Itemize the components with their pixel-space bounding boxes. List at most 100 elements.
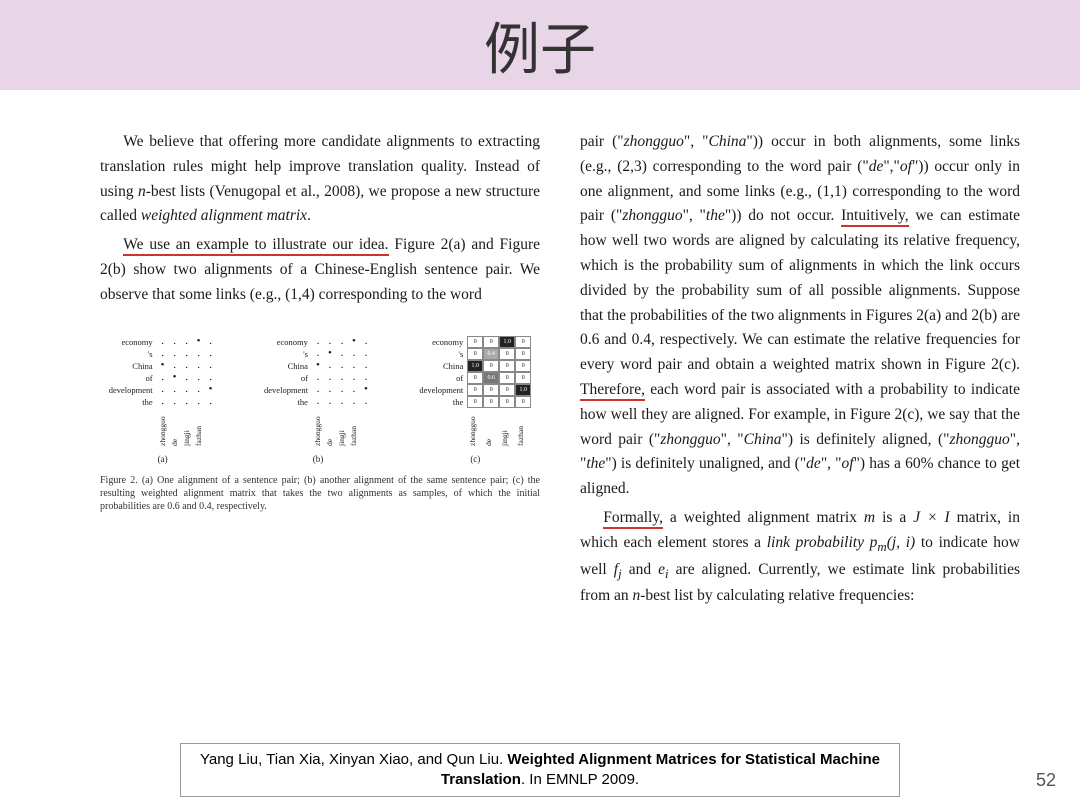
matrix-cell: 0 [467, 336, 483, 348]
matrix-cell: . [336, 396, 348, 408]
col-label: de [324, 408, 336, 446]
matrix-cell: 0 [483, 336, 499, 348]
right-paragraph-1: pair ("zhongguo", "China")) occur in bot… [580, 130, 1020, 502]
col-label: zhongguo [157, 408, 169, 446]
matrix-cell: 0 [515, 336, 531, 348]
text-italic: n [138, 183, 146, 200]
matrix-cell: 0 [483, 396, 499, 408]
row-label: 's [264, 348, 308, 360]
text: a weighted alignment matrix [663, 509, 864, 526]
col-label: jingji [499, 408, 515, 446]
matrix-cell: . [157, 384, 169, 396]
matrix-cell: . [205, 372, 217, 384]
matrix-cell: . [181, 348, 193, 360]
matrix-cell: . [324, 372, 336, 384]
page-number: 52 [1036, 770, 1056, 791]
figure-matrices: economy'sChinaofdevelopmentthe ...•.....… [100, 336, 540, 466]
text-italic: of [900, 158, 912, 175]
matrix-cell: . [169, 360, 181, 372]
matrix-cell: . [360, 396, 372, 408]
matrix-cell: . [324, 336, 336, 348]
text: ", " [684, 133, 709, 150]
text: -best list by calculating relative frequ… [640, 587, 914, 604]
row-label: the [264, 396, 308, 408]
matrix-cell: . [157, 372, 169, 384]
left-paragraph-2: We use an example to illustrate our idea… [100, 233, 540, 307]
matrix-cell: . [169, 348, 181, 360]
matrix-cell: 0.6 [483, 372, 499, 384]
matrix-cell: . [169, 396, 181, 408]
left-paragraph-1: We believe that offering more candidate … [100, 130, 540, 229]
text: . [307, 207, 311, 224]
citation-authors: Yang Liu, Tian Xia, Xinyan Xiao, and Qun… [200, 751, 507, 768]
matrix-cell: . [348, 396, 360, 408]
matrix-cell: . [360, 372, 372, 384]
row-label: of [264, 372, 308, 384]
text-italic: J × I [913, 509, 949, 526]
matrix-cell: . [181, 372, 193, 384]
matrix-cell: 0 [467, 384, 483, 396]
row-label: economy [419, 336, 463, 348]
matrix-cell: . [169, 384, 181, 396]
matrix-cell: 0 [467, 372, 483, 384]
row-label: development [419, 384, 463, 396]
text-sub: m [877, 539, 886, 554]
text: we can estimate how well two words are a… [580, 207, 1020, 373]
col-label: de [483, 408, 499, 446]
col-label: zhongguo [467, 408, 483, 446]
row-label: of [419, 372, 463, 384]
sublabel-a: (a) [158, 452, 168, 466]
matrix-cell: . [324, 360, 336, 372]
matrix-a: economy'sChinaofdevelopmentthe ...•.....… [109, 336, 217, 466]
col-label: fazhan [515, 408, 531, 446]
matrix-cell: . [193, 384, 205, 396]
text-italic: zhongguo [950, 431, 1010, 448]
text: and [622, 561, 658, 578]
matrix-cell: . [348, 360, 360, 372]
text-italic: China [744, 431, 782, 448]
matrix-cell: . [348, 348, 360, 360]
matrix-cell: . [205, 396, 217, 408]
matrix-cell: • [324, 348, 336, 360]
figure-2: economy'sChinaofdevelopmentthe ...•.....… [100, 336, 540, 513]
underlined-phrase: We use an example to illustrate our idea… [123, 236, 388, 256]
text-italic: zhongguo [660, 431, 720, 448]
text: "," [883, 158, 900, 175]
matrix-cell: . [348, 384, 360, 396]
row-label: China [419, 360, 463, 372]
matrix-cell: • [205, 384, 217, 396]
underlined-phrase: Therefore, [580, 381, 645, 401]
matrix-cell: 0 [499, 348, 515, 360]
matrix-cell: . [205, 336, 217, 348]
text-italic: of [842, 455, 854, 472]
matrix-cell: . [324, 384, 336, 396]
matrix-cell: . [312, 336, 324, 348]
matrix-cell: . [193, 360, 205, 372]
matrix-cell: . [181, 336, 193, 348]
text-italic: zhongguo [624, 133, 684, 150]
matrix-cell: • [169, 372, 181, 384]
paper-content: We believe that offering more candidate … [0, 90, 1080, 623]
matrix-cell: 0 [515, 360, 531, 372]
matrix-cell: . [348, 372, 360, 384]
matrix-cell: . [205, 348, 217, 360]
row-label: development [109, 384, 153, 396]
matrix-cell: . [324, 396, 336, 408]
matrix-cell: 1.0 [499, 336, 515, 348]
row-label: development [264, 384, 308, 396]
matrix-cell: 0 [499, 384, 515, 396]
col-label: de [169, 408, 181, 446]
title-bar: 例子 [0, 0, 1080, 90]
matrix-cell: • [348, 336, 360, 348]
right-column: pair ("zhongguo", "China")) occur in bot… [580, 130, 1020, 613]
citation-box: Yang Liu, Tian Xia, Xinyan Xiao, and Qun… [180, 743, 900, 798]
text-italic: zhongguo [622, 207, 682, 224]
row-label: economy [109, 336, 153, 348]
matrix-cell: . [193, 396, 205, 408]
slide-title: 例子 [484, 5, 596, 86]
matrix-cell: . [193, 348, 205, 360]
matrix-cell: . [181, 384, 193, 396]
matrix-cell: 0 [499, 372, 515, 384]
matrix-cell: 0 [467, 348, 483, 360]
matrix-cell: . [157, 348, 169, 360]
